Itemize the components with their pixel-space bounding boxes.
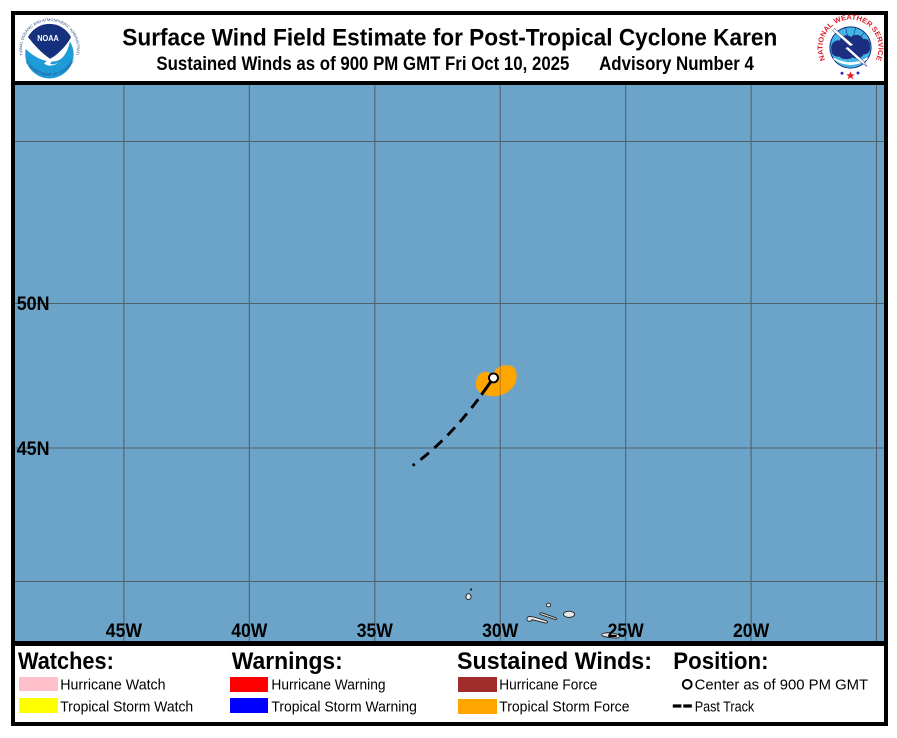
svg-text:45N: 45N bbox=[17, 438, 50, 459]
svg-text:Watches:: Watches: bbox=[18, 648, 114, 675]
svg-text:Hurricane Watch: Hurricane Watch bbox=[60, 677, 165, 693]
svg-text:Center as of 900 PM GMT: Center as of 900 PM GMT bbox=[695, 677, 868, 693]
svg-text:Hurricane Force: Hurricane Force bbox=[499, 677, 597, 693]
svg-text:30W: 30W bbox=[482, 620, 518, 641]
svg-text:45W: 45W bbox=[106, 620, 142, 641]
svg-text:50N: 50N bbox=[17, 293, 50, 314]
svg-text:Hurricane Warning: Hurricane Warning bbox=[271, 677, 385, 693]
svg-text:Surface Wind Field Estimate fo: Surface Wind Field Estimate for Post-Tro… bbox=[122, 25, 777, 52]
svg-text:35W: 35W bbox=[357, 620, 393, 641]
svg-text:Tropical Storm Warning: Tropical Storm Warning bbox=[271, 699, 417, 715]
svg-text:Warnings:: Warnings: bbox=[232, 648, 343, 675]
svg-text:Tropical Storm Force: Tropical Storm Force bbox=[499, 699, 629, 715]
svg-text:Advisory Number 4: Advisory Number 4 bbox=[599, 54, 754, 75]
svg-text:Sustained Winds as of 900 PM G: Sustained Winds as of 900 PM GMT Fri Oct… bbox=[156, 54, 569, 75]
svg-text:NOAA: NOAA bbox=[37, 32, 59, 42]
svg-text:25W: 25W bbox=[608, 620, 644, 641]
svg-text:40W: 40W bbox=[232, 620, 268, 641]
svg-text:Sustained Winds:: Sustained Winds: bbox=[457, 648, 652, 675]
svg-text:Tropical Storm Watch: Tropical Storm Watch bbox=[60, 699, 193, 715]
svg-text:Position:: Position: bbox=[673, 648, 768, 675]
svg-text:Past Track: Past Track bbox=[695, 699, 755, 715]
svg-text:20W: 20W bbox=[733, 620, 769, 641]
